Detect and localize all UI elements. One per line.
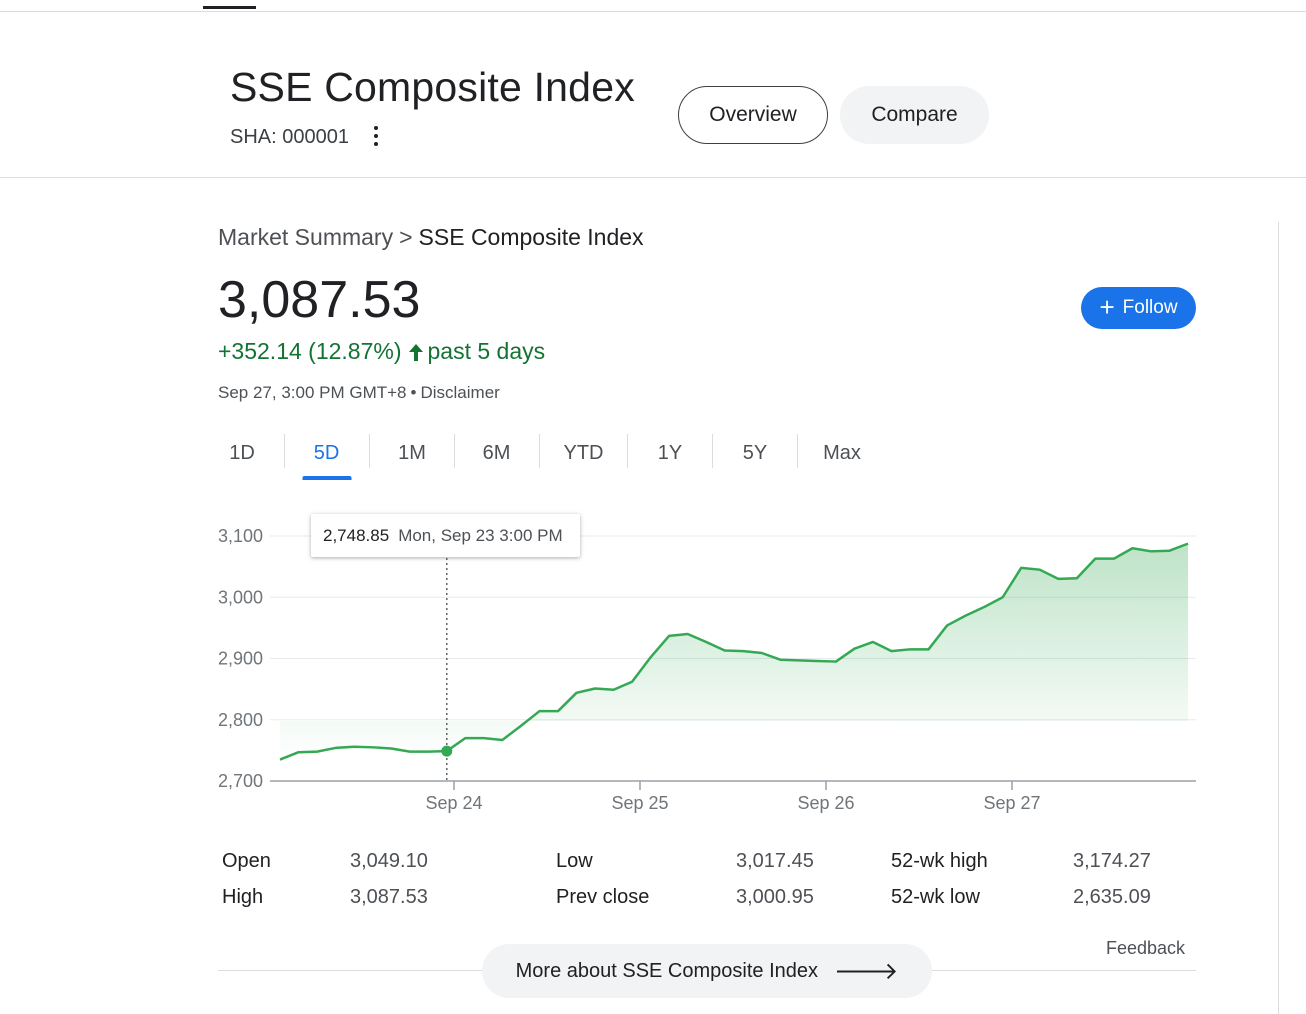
stat-label-high: High	[222, 886, 264, 908]
more-vert-icon[interactable]	[367, 124, 385, 148]
range-label: 6M	[482, 441, 511, 464]
current-price: 3,087.53	[218, 271, 421, 329]
tooltip-value: 2,748.85	[323, 525, 390, 545]
tooltip-date: Mon, Sep 23 3:00 PM	[398, 525, 563, 545]
breadcrumb: Market Summary > SSE Composite Index	[218, 224, 644, 251]
breadcrumb-current: SSE Composite Index	[418, 224, 644, 250]
more-about-label: More about SSE Composite Index	[515, 959, 819, 982]
y-tick-label: 2,900	[218, 649, 263, 669]
range-separator	[454, 434, 455, 468]
breadcrumb-separator: >	[399, 224, 413, 250]
stat-value-high: 3,087.53	[350, 886, 428, 908]
range-separator	[284, 434, 285, 468]
range-separator	[539, 434, 540, 468]
timestamp-line: Sep 27, 3:00 PM GMT+8 • Disclaimer	[218, 383, 500, 403]
range-max[interactable]: Max	[815, 433, 869, 473]
range-label: 1D	[229, 441, 255, 464]
arrow-right-icon: 🡒	[834, 958, 899, 985]
range-label: 1M	[398, 441, 426, 464]
stat-label-prev-close: Prev close	[556, 886, 650, 908]
compare-tab[interactable]: Compare	[840, 86, 989, 144]
more-about-button[interactable]: More about SSE Composite Index 🡒	[482, 944, 932, 998]
header-divider	[0, 177, 1306, 178]
range-6m[interactable]: 6M	[472, 433, 521, 473]
x-tick-label: Sep 27	[983, 793, 1040, 813]
overview-tab-label: Overview	[709, 103, 797, 126]
follow-label: Follow	[1122, 297, 1178, 318]
x-tick-label: Sep 25	[611, 793, 668, 813]
hover-point	[441, 745, 453, 757]
arrow-up-icon	[408, 343, 423, 361]
stat-label-52wk-high: 52-wk high	[891, 850, 988, 872]
range-separator	[627, 434, 628, 468]
range-separator	[369, 434, 370, 468]
change-period: past 5 days	[427, 338, 546, 364]
stat-label-52wk-low: 52-wk low	[891, 886, 980, 908]
change-value: +352.14 (12.87%)	[218, 338, 402, 364]
plus-icon: +	[1099, 292, 1115, 322]
compare-tab-label: Compare	[871, 103, 958, 126]
range-separator	[712, 434, 713, 468]
stat-value-low: 3,017.45	[736, 850, 814, 872]
y-tick-label: 2,700	[218, 771, 263, 791]
active-tab-indicator	[203, 6, 256, 9]
breadcrumb-market-summary[interactable]: Market Summary	[218, 224, 394, 250]
stat-value-open: 3,049.10	[350, 850, 428, 872]
price-line	[279, 542, 1189, 761]
price-change: +352.14 (12.87%) past 5 days	[218, 338, 545, 365]
range-1d[interactable]: 1D	[218, 433, 266, 473]
range-ytd[interactable]: YTD	[557, 433, 610, 473]
feedback-link[interactable]: Feedback	[1106, 938, 1186, 958]
range-5d[interactable]: 5D	[302, 433, 351, 473]
disclaimer-link[interactable]: Disclaimer	[420, 383, 500, 402]
x-tick-label: Sep 24	[425, 793, 482, 813]
stat-label-low: Low	[556, 850, 593, 872]
range-1y[interactable]: 1Y	[645, 433, 695, 473]
y-tick-label: 3,000	[218, 587, 263, 607]
timestamp: Sep 27, 3:00 PM GMT+8	[218, 383, 407, 402]
range-1m[interactable]: 1M	[387, 433, 437, 473]
overview-tab[interactable]: Overview	[678, 86, 828, 144]
x-tick-label: Sep 26	[797, 793, 854, 813]
chart-tooltip: 2,748.85 Mon, Sep 23 3:00 PM	[311, 514, 580, 557]
y-tick-label: 2,800	[218, 710, 263, 730]
follow-button[interactable]: + Follow	[1081, 287, 1196, 329]
page-title: SSE Composite Index	[230, 64, 635, 110]
range-label: 5Y	[742, 441, 768, 464]
panel-divider	[1278, 222, 1279, 1014]
range-separator	[797, 434, 798, 468]
stat-value-52wk-high: 3,174.27	[1073, 850, 1151, 872]
range-label: YTD	[563, 441, 604, 464]
range-5y[interactable]: 5Y	[730, 433, 780, 473]
top-divider	[0, 11, 1306, 12]
range-label: 5D	[313, 441, 340, 464]
ticker-symbol: SHA: 000001	[230, 126, 349, 148]
stat-value-prev-close: 3,000.95	[736, 886, 814, 908]
stat-value-52wk-low: 2,635.09	[1073, 886, 1151, 908]
range-label: 1Y	[657, 441, 683, 464]
stat-label-open: Open	[222, 850, 271, 872]
range-label: Max	[823, 441, 861, 464]
y-tick-label: 3,100	[218, 526, 263, 546]
timestamp-separator: •	[410, 383, 417, 402]
price-chart[interactable]: 2,700 2,800 2,900 3,000 3,100 Sep 24 Sep 25 Sep…	[210, 500, 1200, 820]
